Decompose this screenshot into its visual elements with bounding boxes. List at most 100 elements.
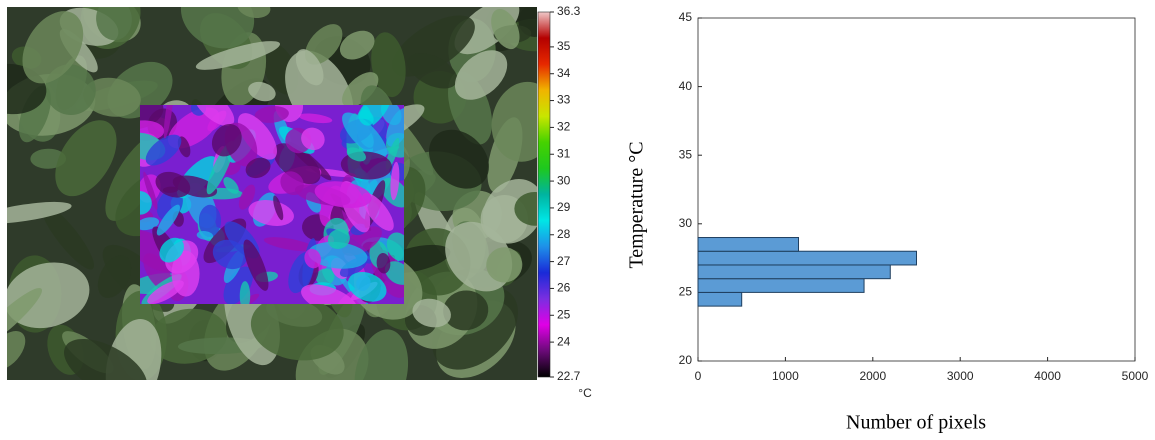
leaf — [412, 298, 451, 328]
y-axis-label: Temperature °C — [626, 141, 648, 268]
leaf — [429, 129, 489, 189]
thermal-patch — [273, 195, 284, 221]
leaf — [514, 192, 537, 226]
thermal-patch — [384, 261, 404, 285]
thermal-patch — [145, 134, 182, 166]
y-tick-label: 45 — [679, 10, 693, 24]
thermal-patch — [315, 268, 335, 286]
leaf — [83, 77, 141, 117]
thermal-patch — [163, 105, 174, 139]
thermal-patch — [346, 147, 366, 162]
leaf — [7, 287, 43, 350]
thermal-patch — [304, 248, 322, 269]
leaf — [248, 81, 276, 102]
plot-area — [697, 17, 1136, 362]
leaf — [64, 338, 148, 380]
thermal-patch — [254, 106, 289, 123]
y-tick-label: 35 — [679, 147, 693, 161]
y-tick-label: 30 — [679, 216, 693, 230]
bar — [697, 237, 800, 252]
leaf — [454, 50, 508, 100]
colorbar-tick-label: 36.3 — [557, 4, 581, 18]
thermal-patch — [143, 171, 158, 210]
leaf — [7, 331, 26, 370]
colorbar-tick-label: 25 — [557, 307, 571, 321]
x-tick-label: 0 — [695, 369, 702, 383]
leaf — [195, 41, 281, 70]
y-tick-label: 40 — [679, 79, 693, 93]
thermal-patch — [390, 161, 400, 201]
thermal-patch — [314, 181, 372, 209]
colorbar-tick-label: 27 — [557, 254, 571, 268]
leaf — [486, 247, 523, 283]
thermal-patch — [376, 252, 391, 274]
leaf — [407, 53, 458, 89]
leaf — [491, 81, 537, 162]
thermal-patch — [159, 237, 184, 263]
colorbar-tick-label: 34 — [557, 66, 571, 80]
thermal-patch — [140, 191, 152, 215]
thermal-patch — [298, 113, 333, 124]
colorbar-scale — [537, 11, 551, 378]
thermal-patch — [356, 275, 371, 291]
bar — [697, 291, 743, 307]
bar — [697, 278, 865, 293]
x-tick-label: 2000 — [859, 369, 886, 383]
bar — [697, 264, 891, 280]
thermal-patch — [147, 280, 184, 304]
thermal-patch — [245, 157, 271, 179]
thermal-patch — [301, 284, 358, 304]
leaf — [304, 24, 343, 65]
leaf — [354, 329, 409, 380]
colorbar-tick-label: 33 — [557, 93, 571, 107]
leaf — [491, 8, 520, 50]
thermal-patch — [238, 184, 256, 210]
x-tick-label: 3000 — [947, 369, 974, 383]
leaf — [180, 7, 255, 49]
leaf — [96, 7, 132, 41]
x-axis-label: Number of pixels — [846, 412, 986, 434]
leaf — [342, 72, 379, 108]
thermal-patch — [140, 120, 165, 141]
leaf — [55, 120, 117, 197]
leaf — [295, 49, 324, 86]
thermal-patch — [211, 123, 242, 157]
colorbar-tick-label: 32 — [557, 120, 571, 134]
thermal-patch — [156, 204, 180, 236]
thermal-patch — [239, 281, 251, 304]
x-tick-label: 4000 — [1034, 369, 1061, 383]
colorbar-tick-label: 22.7 — [557, 369, 581, 383]
leaf — [97, 255, 132, 298]
thermal-patch — [198, 204, 222, 238]
leaf — [22, 11, 84, 84]
thermal-patch — [386, 107, 404, 147]
leaf — [339, 30, 375, 60]
colorbar-tick-label: 26 — [557, 281, 571, 295]
y-tick-label: 25 — [679, 285, 693, 299]
thermal-patch — [196, 230, 214, 240]
colorbar-tick-label: 30 — [557, 173, 571, 187]
histogram: 0 1000 2000 3000 4000 5000 20 25 30 35 40 45 — [679, 10, 1149, 383]
leaf — [41, 204, 95, 270]
colorbar-tick-label: 29 — [557, 200, 571, 214]
thermal-patch — [301, 127, 325, 151]
y-tick-label: 20 — [679, 353, 693, 367]
leaf — [237, 7, 271, 18]
colorbar-tick-label: 31 — [557, 146, 571, 160]
thermal-patch — [273, 143, 321, 185]
colorbar: 22.7 24 25 26 27 28 29 30 31 32 33 34 35 36.3 — [537, 4, 581, 383]
thermal-patch — [140, 217, 160, 231]
colorbar-tick-label: 24 — [557, 334, 571, 348]
thermal-patch — [237, 113, 277, 160]
x-tick-label: 1000 — [772, 369, 799, 383]
bar — [697, 250, 917, 266]
leaf — [7, 201, 72, 224]
thermal-patch — [263, 237, 316, 252]
thermal-patch — [193, 105, 235, 127]
thermal-patch — [308, 241, 368, 269]
thermal-patch — [327, 228, 350, 250]
thermal-patch — [172, 175, 218, 198]
thermal-patch — [223, 177, 239, 194]
thermal-overlay — [140, 105, 404, 304]
